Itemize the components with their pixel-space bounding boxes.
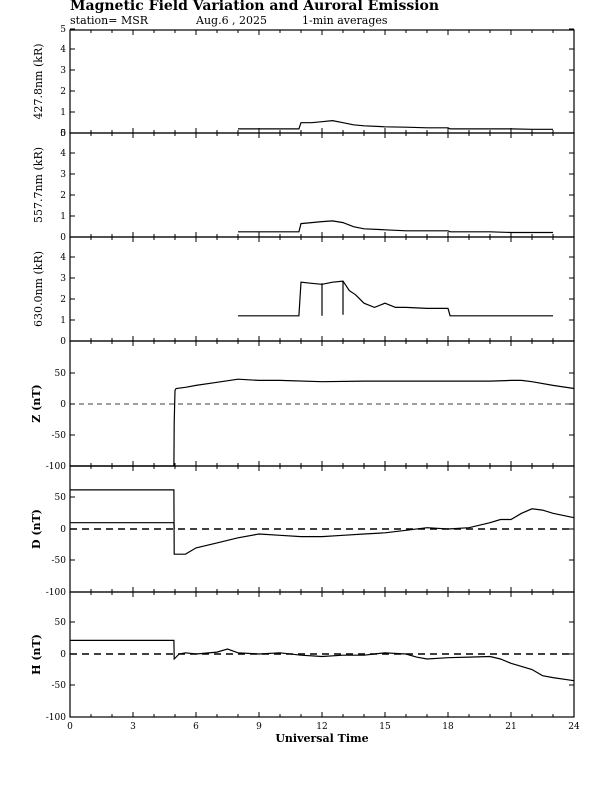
y-tick-label-4278nm: 1 <box>60 108 66 118</box>
x-tick-label: 0 <box>67 722 73 732</box>
y-tick-label-z: -100 <box>46 462 66 472</box>
y-tick-label-5577nm: 2 <box>60 191 66 201</box>
x-tick-label: 21 <box>505 722 516 732</box>
y-tick-label-h: 0 <box>60 650 66 660</box>
y-tick-label-6300nm: 3 <box>60 274 66 284</box>
y-tick-label-h: 50 <box>55 618 67 628</box>
series-line-d-0 <box>70 489 575 555</box>
x-tick-label: 3 <box>130 722 136 732</box>
x-tick-label: 24 <box>568 722 580 732</box>
y-tick-label-4278nm: 0 <box>60 129 66 139</box>
y-tick-label-d: -50 <box>52 556 67 566</box>
y-axis-title-5577nm: 557.7nm (kR) <box>32 147 45 223</box>
y-axis-title-d: D (nT) <box>30 509 43 549</box>
x-tick-label: 12 <box>316 722 327 732</box>
station-label: station= MSR <box>70 14 149 27</box>
y-tick-label-5577nm: 4 <box>60 149 66 159</box>
y-tick-label-h: -100 <box>46 713 66 723</box>
y-tick-label-4278nm: 3 <box>60 66 66 76</box>
chart-title: Magnetic Field Variation and Auroral Emi… <box>70 0 439 14</box>
y-tick-label-5577nm: 0 <box>60 233 66 243</box>
x-axis-title: Universal Time <box>275 732 368 745</box>
y-tick-label-5577nm: 1 <box>60 212 66 222</box>
series-line-z-0 <box>70 378 575 467</box>
y-tick-label-6300nm: 4 <box>60 253 66 263</box>
y-axis-title-h: H (nT) <box>30 634 43 675</box>
y-tick-label-5577nm: 3 <box>60 170 66 180</box>
y-tick-label-z: -50 <box>52 431 67 441</box>
y-tick-label-4278nm: 4 <box>60 45 66 55</box>
y-tick-label-z: 50 <box>55 369 67 379</box>
y-axis-title-z: Z (nT) <box>30 384 43 422</box>
panel-frame-4278nm <box>69 29 575 134</box>
x-tick-label: 6 <box>193 722 199 732</box>
y-tick-label-z: 0 <box>60 400 66 410</box>
y-tick-label-h: -50 <box>52 681 67 691</box>
y-axis-title-6300nm: 630.0nm (kR) <box>32 251 45 327</box>
y-tick-label-6300nm: 0 <box>60 337 66 347</box>
y-tick-label-4278nm: 5 <box>60 25 66 35</box>
y-tick-label-4278nm: 2 <box>60 87 66 97</box>
series-line-h-0 <box>70 639 575 682</box>
y-tick-label-d: 50 <box>55 493 67 503</box>
date-label: Aug.6 , 2025 <box>195 14 267 27</box>
x-tick-label: 9 <box>256 722 262 732</box>
y-tick-label-6300nm: 1 <box>60 316 66 326</box>
series-line-4278nm-0 <box>238 119 553 130</box>
y-tick-label-d: -100 <box>46 588 66 598</box>
y-tick-label-d: 0 <box>60 525 66 535</box>
y-tick-label-5577nm: 5 <box>60 129 66 139</box>
x-tick-label: 15 <box>379 722 391 732</box>
series-line-6300nm-0 <box>238 280 553 317</box>
y-axis-title-4278nm: 427.8nm (kR) <box>32 43 45 119</box>
panel-frame-z <box>69 340 575 467</box>
series-line-5577nm-0 <box>238 220 553 234</box>
averaging-note: 1-min averages <box>302 14 388 27</box>
x-tick-label: 18 <box>442 722 454 732</box>
series-line-d-1 <box>70 522 175 530</box>
y-tick-label-6300nm: 2 <box>60 295 66 305</box>
